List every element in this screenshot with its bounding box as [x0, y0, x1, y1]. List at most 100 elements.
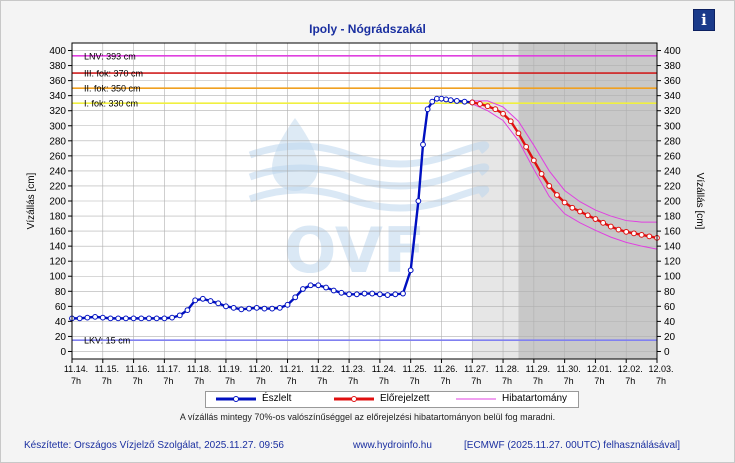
legend-error-label: Hibatartomány: [502, 393, 568, 404]
x-tick-label-date: 11.27.: [464, 364, 488, 374]
threshold-label: LNV: 393 cm: [84, 51, 136, 61]
forecast-point: [484, 103, 491, 110]
observed-point: [169, 314, 175, 321]
footer-author: Készítette: Országos Vízjelző Szolgálat,…: [24, 440, 284, 451]
y-tick-label: 240: [49, 166, 66, 177]
observed-point: [369, 290, 376, 297]
y-tick-label-right: 200: [664, 197, 681, 208]
observed-point: [215, 300, 222, 307]
threshold-label: II. fok: 350 cm: [84, 84, 141, 94]
x-tick-label-date: 11.21.: [279, 364, 303, 374]
forecast-point: [638, 231, 645, 238]
y-tick-label: 80: [55, 287, 67, 298]
observed-point: [107, 315, 114, 322]
x-tick-label-hour: 7h: [533, 376, 543, 386]
y-tick-label: 200: [49, 197, 66, 208]
observed-point: [238, 306, 245, 313]
x-tick-label-hour: 7h: [379, 376, 389, 386]
forecast-point: [492, 106, 499, 113]
chart-title: Ipoly - Nógrádszakál: [309, 22, 426, 36]
observed-point: [269, 305, 276, 312]
forecast-point: [554, 192, 560, 198]
x-tick-label-hour: 7h: [256, 376, 266, 386]
forecast-point: [500, 110, 506, 117]
y-tick-label-right: 280: [664, 136, 681, 147]
footer-model-source: [ECMWF (2025.11.27. 00UTC) felhasználásá…: [464, 440, 681, 451]
y-tick-label-right: 140: [664, 242, 681, 253]
y-axis-label-right: Vízállás [cm]: [694, 173, 705, 230]
forecast-point: [607, 223, 614, 230]
forecast-point: [631, 230, 637, 237]
y-tick-label: 40: [55, 317, 67, 328]
y-tick-label: 0: [60, 347, 66, 358]
y-tick-label: 180: [49, 212, 66, 223]
x-tick-label-date: 11.14.: [64, 364, 88, 374]
observed-point: [99, 314, 106, 321]
forecast-point: [546, 183, 553, 189]
x-tick-label-hour: 7h: [594, 376, 604, 386]
x-tick-label-hour: 7h: [410, 376, 420, 386]
observed-point: [276, 304, 283, 311]
observed-point: [461, 98, 468, 105]
observed-point: [443, 96, 449, 103]
observed-point: [300, 286, 306, 292]
x-tick-label-hour: 7h: [564, 376, 574, 386]
x-tick-label-hour: 7h: [440, 376, 450, 386]
y-tick-label: 360: [49, 76, 66, 87]
y-tick-label: 260: [49, 151, 66, 162]
observed-point: [353, 291, 360, 298]
forecast-point: [615, 226, 622, 233]
y-tick-label-right: 180: [664, 212, 681, 223]
y-tick-label-right: 240: [664, 166, 681, 177]
y-axis-label-left: Vízállás [cm]: [26, 172, 37, 229]
x-tick-label-date: 12.02.: [618, 364, 643, 374]
x-tick-label-hour: 7h: [194, 376, 204, 386]
x-tick-label-date: 11.17.: [156, 364, 180, 374]
observed-point: [315, 282, 322, 289]
y-tick-label-right: 360: [664, 76, 681, 87]
x-tick-label-date: 12.01.: [587, 364, 612, 374]
forecast-point: [477, 101, 483, 107]
x-tick-label-hour: 7h: [502, 376, 512, 386]
y-tick-label-right: 60: [664, 302, 676, 313]
observed-point: [146, 315, 152, 322]
observed-point: [92, 313, 98, 320]
x-tick-label-date: 11.28.: [495, 364, 519, 374]
x-tick-label-hour: 7h: [287, 376, 297, 386]
x-tick-label-hour: 7h: [133, 376, 143, 386]
observed-point: [176, 312, 183, 319]
x-tick-label-hour: 7h: [225, 376, 235, 386]
x-tick-label-date: 11.18.: [187, 364, 211, 374]
x-tick-label-hour: 7h: [102, 376, 112, 386]
observed-point: [292, 294, 299, 301]
observed-point: [261, 305, 268, 312]
info-icon[interactable]: i: [693, 9, 715, 31]
observed-point: [230, 304, 237, 311]
forecast-point: [561, 199, 568, 206]
legend: Észlelt Előrejelzett Hibatartomány: [205, 391, 579, 408]
observed-point: [192, 297, 199, 304]
y-tick-label-right: 380: [664, 61, 681, 72]
footer-url-link[interactable]: www.hydroinfo.hu: [353, 440, 432, 451]
x-tick-label-date: 11.29.: [526, 364, 550, 374]
legend-forecast-label: Előrejelzett: [380, 393, 430, 404]
observed-point: [429, 98, 436, 105]
y-tick-label: 120: [49, 257, 66, 268]
threshold-label: III. fok: 370 cm: [84, 69, 143, 79]
y-tick-label: 20: [55, 332, 67, 343]
watermark-wave-icon: [248, 141, 490, 168]
threshold-label: I. fok: 330 cm: [84, 99, 138, 109]
plot-border: [71, 42, 658, 360]
x-tick-label-date: 11.22.: [310, 364, 334, 374]
observed-point: [138, 315, 145, 322]
y-tick-label-right: 300: [664, 121, 681, 132]
observed-point: [253, 304, 260, 311]
y-tick-label-right: 340: [664, 91, 681, 102]
observed-point: [420, 141, 426, 148]
y-tick-label-right: 80: [664, 287, 676, 298]
y-tick-label: 380: [49, 61, 66, 72]
x-tick-label-date: 11.15.: [95, 364, 119, 374]
observed-point: [424, 106, 431, 113]
y-tick-label: 140: [49, 242, 66, 253]
